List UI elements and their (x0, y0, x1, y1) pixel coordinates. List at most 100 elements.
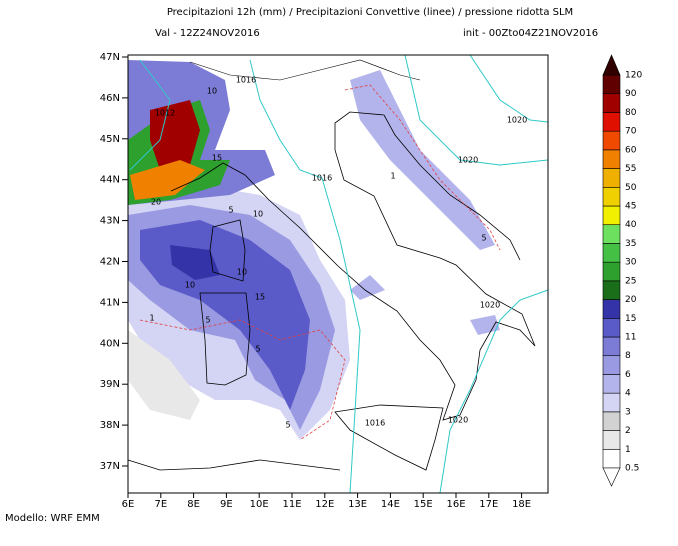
convective-line (139, 319, 346, 441)
colorbar-label: 0.5 (625, 464, 639, 474)
lon-label: 8E (187, 499, 200, 510)
lon-label: 11E (282, 499, 301, 510)
border (189, 59, 421, 81)
lat-label: 47N (100, 52, 120, 63)
coastline (170, 111, 536, 421)
colorbar-label: 1 (625, 445, 631, 455)
isobar-label: 1020 (507, 116, 527, 125)
colorbar-swatch (602, 149, 621, 169)
colorbar-label: 11 (625, 333, 636, 343)
colorbar-swatch (602, 299, 621, 319)
lon-label: 13E (348, 499, 367, 510)
precip-label: 1 (390, 172, 395, 181)
colorbar-label: 40 (625, 220, 637, 230)
colorbar-swatch (602, 411, 621, 431)
coastline (199, 292, 251, 386)
precip-label: 5 (205, 316, 210, 325)
valid-time: Val - 12Z24NOV2016 (155, 28, 260, 39)
colorbar-swatch (602, 261, 621, 282)
colorbar-label: 90 (625, 89, 637, 99)
lat-label: 45N (100, 134, 120, 145)
colorbar-swatch (602, 93, 621, 113)
isobar-label: 1016 (365, 419, 385, 428)
colorbar-arrow (602, 467, 621, 487)
colorbar-swatch (602, 355, 621, 375)
coastline (209, 219, 246, 282)
colorbar-swatch (602, 430, 621, 450)
colorbar-swatch (602, 130, 621, 151)
colorbar-label: 35 (625, 239, 636, 249)
isobar (129, 59, 171, 171)
map-axes: 47N 46N 45N 44N 43N 42N 41N 40N 39N 38N 37N 6E 7E 8E 9… (100, 52, 531, 510)
colorbar-swatch (602, 112, 621, 132)
init-time: init - 00Zto04Z21NOV2016 (463, 28, 598, 39)
colorbar-swatch (602, 374, 621, 394)
colorbar-label: 2 (625, 426, 631, 436)
coastline (383, 114, 521, 261)
colorbar-label: 15 (625, 314, 636, 324)
colorbar-label: 30 (625, 258, 637, 268)
colorbar-label: 60 (625, 145, 637, 155)
lon-label: 10E (250, 499, 269, 510)
colorbar-swatch (602, 280, 621, 300)
precip-label: 10 (185, 281, 195, 290)
colorbar-label: 80 (625, 108, 637, 118)
coastline (127, 459, 341, 471)
precip-label: 15 (212, 154, 222, 163)
lat-label: 38N (100, 420, 120, 431)
lat-label: 46N (100, 93, 120, 104)
colorbar-label: 50 (625, 183, 637, 193)
lat-label: 43N (100, 216, 120, 227)
colorbar-swatch (602, 205, 621, 226)
convective-line (344, 84, 501, 251)
lon-label: 16E (446, 499, 465, 510)
colorbar-label: 25 (625, 276, 636, 286)
precip-area (170, 245, 220, 280)
isobar (404, 54, 549, 166)
isobar (249, 59, 361, 494)
precip-area (350, 275, 385, 300)
coastline (334, 404, 444, 471)
lat-label: 39N (100, 379, 120, 390)
precip-label: 5 (285, 421, 290, 430)
precip-label: 10 (253, 210, 263, 219)
colorbar-label: 3 (625, 407, 631, 417)
isobar (469, 54, 549, 123)
lat-label: 40N (100, 338, 120, 349)
isobar-label: 1020 (458, 156, 478, 165)
colorbar-swatch (602, 168, 621, 188)
colorbar-label: 45 (625, 202, 636, 212)
colorbar-label: 6 (625, 370, 631, 380)
colorbar-label: 20 (625, 295, 637, 305)
isobar-label: 1012 (155, 109, 175, 118)
isobar-label: 1020 (480, 301, 500, 310)
precip-area (470, 315, 500, 335)
precip-label: 5 (481, 234, 486, 243)
precip-label: 5 (255, 345, 260, 354)
lat-label: 37N (100, 461, 120, 472)
colorbar-arrow (602, 54, 621, 76)
isobar-label: 1016 (312, 174, 332, 183)
precip-label: 5 (228, 206, 233, 215)
lat-label: 41N (100, 297, 120, 308)
lon-label: 18E (512, 499, 531, 510)
colorbar-label: 70 (625, 127, 637, 137)
colorbar-label: 120 (625, 71, 642, 81)
lon-label: 14E (381, 499, 400, 510)
map-frame (127, 54, 549, 494)
lat-label: 42N (100, 257, 120, 268)
colorbar-swatch (602, 243, 621, 263)
lon-label: 17E (479, 499, 498, 510)
lon-label: 15E (414, 499, 433, 510)
colorbar-swatch (602, 336, 621, 357)
isobar-label: 1020 (448, 416, 468, 425)
isobar-label: 1016 (236, 76, 256, 85)
colorbar-swatch (602, 448, 621, 469)
colorbar-swatch (602, 317, 621, 338)
lon-label: 9E (220, 499, 233, 510)
precip-label: 10 (237, 268, 247, 277)
precip-area (130, 160, 205, 200)
model-label: Modello: WRF EMM (5, 513, 100, 524)
lon-label: 12E (315, 499, 334, 510)
precip-label: 15 (255, 293, 265, 302)
